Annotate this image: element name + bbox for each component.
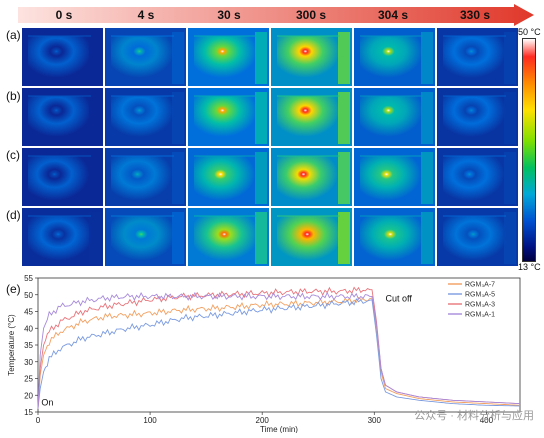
x-axis-label: Time (min)	[260, 425, 298, 433]
thermal-image	[354, 28, 435, 86]
colorbar-max-label: 50 °C	[518, 27, 541, 37]
y-tick-label: 35	[24, 341, 33, 350]
thermal-image-grid	[22, 28, 518, 266]
time-label-2: 30 s	[217, 8, 241, 22]
thermal-image	[22, 208, 103, 266]
thermal-image	[22, 88, 103, 146]
thermal-image	[437, 88, 518, 146]
y-tick-label: 55	[24, 274, 33, 283]
y-tick-label: 25	[24, 375, 33, 384]
time-label-4: 304 s	[377, 8, 409, 22]
y-tick-label: 20	[24, 391, 33, 400]
panel-label-d: (d)	[6, 208, 21, 222]
y-tick-label: 45	[24, 308, 33, 317]
thermal-image	[188, 28, 269, 86]
panel-label-e: (e)	[6, 282, 21, 296]
x-tick-label: 100	[143, 416, 157, 425]
y-tick-label: 40	[24, 324, 33, 333]
y-axis-label: Temperature (°C)	[7, 314, 16, 376]
thermal-image	[271, 148, 352, 206]
thermal-image	[354, 88, 435, 146]
series-line	[37, 298, 521, 409]
thermal-image	[188, 148, 269, 206]
panel-label-a: (a)	[6, 28, 21, 42]
thermal-image	[354, 148, 435, 206]
x-tick-label: 0	[36, 416, 41, 425]
thermal-image	[22, 28, 103, 86]
legend-entry: RGM₃A-1	[465, 312, 495, 319]
watermark: 公众号 · 材料分析与应用	[414, 410, 534, 422]
panel-label-c: (c)	[6, 148, 20, 162]
chart-annotation: Cut off	[385, 293, 412, 303]
series-line	[37, 286, 521, 409]
time-arrow	[18, 4, 534, 26]
temperature-colorbar	[522, 38, 536, 262]
time-label-3: 300 s	[295, 8, 327, 22]
series-line	[37, 291, 521, 409]
x-tick-label: 400	[480, 416, 494, 425]
thermal-image	[105, 208, 186, 266]
time-label-5: 330 s	[459, 8, 491, 22]
panel-label-b: (b)	[6, 89, 21, 103]
thermal-image	[105, 148, 186, 206]
temperature-chart: 15 20 25 30 35 40 45 50 55 0 100 200 300 400 Time (min…	[0, 270, 544, 434]
thermal-image	[22, 148, 103, 206]
thermal-image	[437, 208, 518, 266]
legend-entry: RGM₃A-5	[465, 292, 495, 299]
thermal-image	[271, 28, 352, 86]
time-label-0: 0 s	[55, 8, 73, 22]
thermal-image	[437, 28, 518, 86]
thermal-image	[105, 28, 186, 86]
legend-entry: RGM₃A-3	[465, 302, 495, 309]
legend-entry: RGM₃A-7	[465, 282, 495, 289]
thermal-image	[437, 148, 518, 206]
thermal-image	[188, 208, 269, 266]
thermal-image	[271, 88, 352, 146]
chart-annotation: On	[41, 397, 53, 407]
x-tick-label: 300	[368, 416, 382, 425]
thermal-image	[271, 208, 352, 266]
temperature-chart-svg: 15 20 25 30 35 40 45 50 55 0 100 200 300 400 Time (min…	[7, 274, 521, 434]
time-label-1: 4 s	[137, 8, 155, 22]
series-line	[37, 296, 521, 409]
y-tick-label: 50	[24, 291, 33, 300]
y-tick-label: 30	[24, 358, 33, 367]
thermal-image	[354, 208, 435, 266]
colorbar-min-label: 13 °C	[518, 262, 541, 272]
x-tick-label: 200	[256, 416, 270, 425]
thermal-image	[188, 88, 269, 146]
y-tick-label: 15	[24, 408, 33, 417]
thermal-image	[105, 88, 186, 146]
